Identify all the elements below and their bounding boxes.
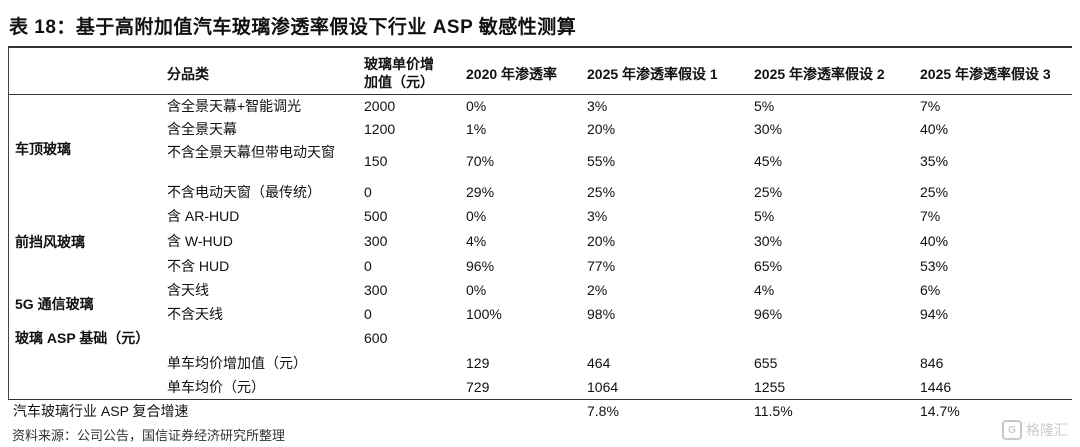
group-roof-glass: 车顶玻璃 [15,141,71,157]
header-hyp-3: 2025 年渗透率假设 3 [920,66,1051,82]
row-hyp-3: 40% [920,121,949,137]
source-note: 资料来源：公司公告，国信证券经济研究所整理 [12,428,286,443]
asp-base-value: 600 [364,330,388,346]
row-hyp-2: 5% [754,208,775,224]
row-hyp-1: 20% [587,121,616,137]
row-2020: 70% [466,153,495,169]
group-asp-base: 玻璃 ASP 基础（元） [15,330,150,346]
row-category: 含全景天幕+智能调光 [167,98,302,114]
row-hyp-3: 53% [920,258,949,274]
summary-label: 单车均价增加值（元） [167,355,307,371]
row-hyp-1: 77% [587,258,616,274]
row-hyp-3: 6% [920,282,941,298]
header-unit-value-1: 玻璃单价增 [364,56,434,72]
cagr-hyp-3: 14.7% [920,403,960,419]
summary-2020: 729 [466,379,490,395]
summary-hyp-2: 1255 [754,379,786,395]
summary-hyp-3: 1446 [920,379,952,395]
row-category: 含全景天幕 [167,121,237,137]
row-2020: 29% [466,184,495,200]
row-2020: 0% [466,98,487,114]
row-2020: 96% [466,258,495,274]
row-2020: 0% [466,208,487,224]
row-2020: 4% [466,233,487,249]
row-category: 不含天线 [167,306,223,322]
top-rule [8,46,1072,48]
row-unit-value: 2000 [364,98,396,114]
row-hyp-1: 55% [587,153,616,169]
row-hyp-1: 98% [587,306,616,322]
summary-hyp-1: 464 [587,355,611,371]
header-hyp-1: 2025 年渗透率假设 1 [587,66,718,82]
row-unit-value: 500 [364,208,388,224]
row-hyp-3: 40% [920,233,949,249]
row-2020: 1% [466,121,487,137]
row-hyp-1: 20% [587,233,616,249]
group-windshield-glass: 前挡风玻璃 [15,234,85,250]
row-unit-value: 0 [364,258,372,274]
row-hyp-3: 7% [920,208,941,224]
row-unit-value: 0 [364,184,372,200]
row-hyp-1: 3% [587,98,608,114]
row-hyp-2: 4% [754,282,775,298]
cagr-hyp-2: 11.5% [754,403,793,419]
header-2020: 2020 年渗透率 [466,66,558,82]
row-unit-value: 300 [364,282,388,298]
row-hyp-1: 3% [587,208,608,224]
table-title: 表 18：基于高附加值汽车玻璃渗透率假设下行业 ASP 敏感性测算 [9,17,577,38]
row-category: 含 W-HUD [167,233,233,249]
row-2020: 0% [466,282,487,298]
row-category: 含 AR-HUD [167,208,240,224]
row-category: 不含电动天窗（最传统） [167,184,321,200]
row-unit-value: 1200 [364,121,396,137]
row-hyp-2: 5% [754,98,775,114]
cagr-hyp-1: 7.8% [587,403,619,419]
row-unit-value: 0 [364,306,372,322]
summary-hyp-2: 655 [754,355,778,371]
row-category: 不含全景天幕但带电动天窗 [167,144,335,160]
header-hyp-2: 2025 年渗透率假设 2 [754,66,885,82]
header-unit-value-2: 加值（元） [364,74,434,90]
summary-label: 单车均价（元） [167,379,265,395]
row-unit-value: 300 [364,233,388,249]
row-category: 不含 HUD [167,258,230,274]
summary-hyp-3: 846 [920,355,944,371]
watermark-logo-icon: G [1002,420,1022,440]
row-hyp-3: 7% [920,98,941,114]
row-hyp-2: 65% [754,258,783,274]
row-hyp-1: 2% [587,282,608,298]
left-border [8,47,9,400]
row-hyp-2: 45% [754,153,783,169]
row-hyp-2: 25% [754,184,783,200]
row-hyp-2: 30% [754,233,783,249]
row-hyp-2: 30% [754,121,783,137]
header-category: 分品类 [167,66,209,82]
watermark-text: 格隆汇 [1026,422,1068,438]
row-category: 含天线 [167,282,209,298]
row-hyp-3: 35% [920,153,949,169]
watermark: G 格隆汇 [1002,420,1068,440]
row-hyp-3: 25% [920,184,949,200]
summary-hyp-1: 1064 [587,379,619,395]
group-5g-glass: 5G 通信玻璃 [15,296,94,312]
row-hyp-2: 96% [754,306,783,322]
row-hyp-3: 94% [920,306,949,322]
cagr-label: 汽车玻璃行业 ASP 复合增速 [13,403,189,419]
row-unit-value: 150 [364,153,388,169]
header-rule [8,94,1072,95]
summary-2020: 129 [466,355,490,371]
row-2020: 100% [466,306,502,322]
bottom-rule [8,399,1072,400]
row-hyp-1: 25% [587,184,616,200]
